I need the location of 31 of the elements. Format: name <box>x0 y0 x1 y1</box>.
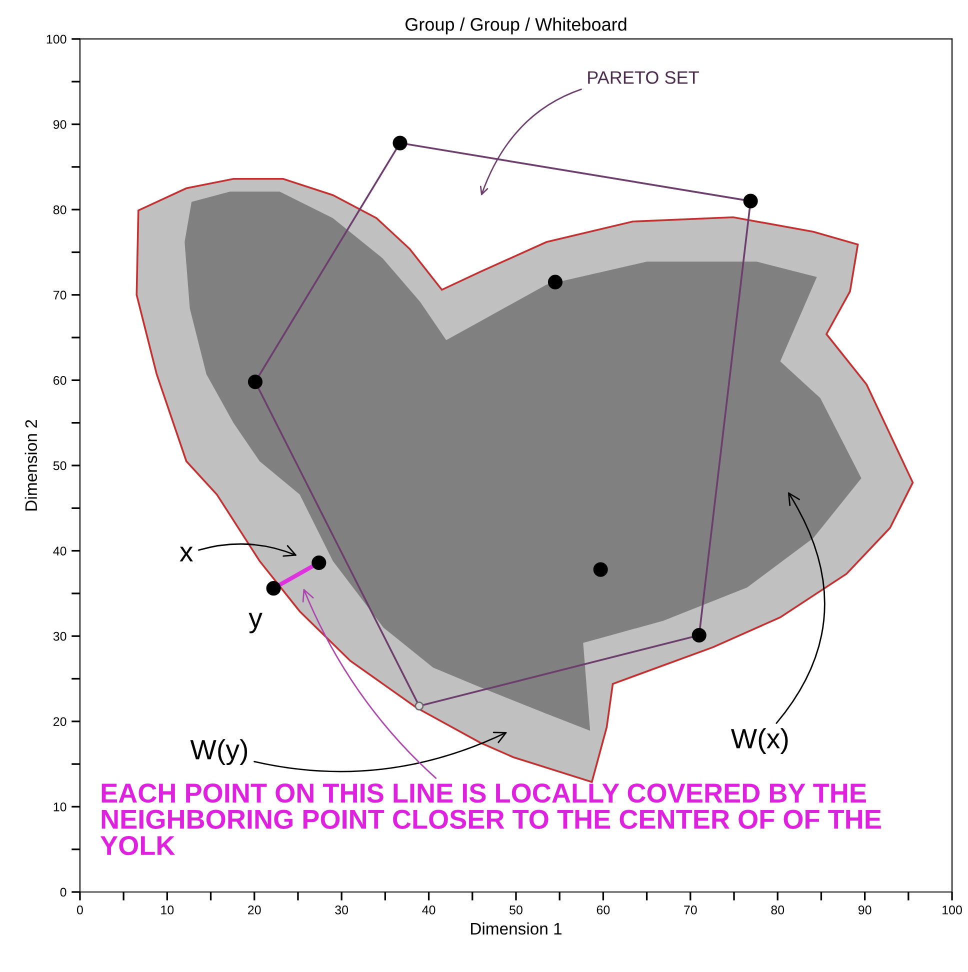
y-axis-title: Dimension 2 <box>24 420 38 510</box>
y-tick-label: 60 <box>53 376 66 385</box>
x-tick-label: 40 <box>422 906 436 914</box>
x-tick-label: 80 <box>771 906 784 914</box>
x-tick-label: 30 <box>335 906 348 914</box>
annotation: y <box>248 612 262 634</box>
x-tick-label: 70 <box>684 906 697 914</box>
y-tick-label: 80 <box>53 205 66 214</box>
y-tick-label: 40 <box>53 546 66 556</box>
x-tick-label: 60 <box>596 906 610 914</box>
y-tick-label: 30 <box>53 632 66 641</box>
y-tick-label: 50 <box>53 461 66 470</box>
x-tick-label: 50 <box>510 906 522 914</box>
y-tick-label: 100 <box>46 34 66 44</box>
annotation: EACH POINT ON THIS LINE IS LOCALLY COVERED BY THE NEIGHBORING POINT CLOSER TO THE CENTER OF OF THE YOLK <box>100 784 881 856</box>
y-tick-label: 90 <box>53 120 66 129</box>
annotation: PARETO SET <box>588 71 699 84</box>
x-tick-label: 0 <box>76 906 83 914</box>
y-tick-label: 20 <box>53 717 66 726</box>
x-tick-label: 90 <box>858 906 872 914</box>
y-tick-label: 0 <box>60 888 66 897</box>
y-tick-label: 10 <box>54 802 66 812</box>
annotation: x <box>180 546 193 562</box>
x-tick-label: 100 <box>942 906 962 914</box>
x-axis-title: Dimension 1 <box>471 922 562 935</box>
x-tick-label: 20 <box>248 906 261 914</box>
x-tick-label: 10 <box>161 906 174 914</box>
y-tick-label: 70 <box>54 290 66 300</box>
chart-title: Group / Group / Whiteboard <box>406 18 626 34</box>
annotation: W(x) <box>730 728 788 754</box>
annotation: W(y) <box>190 739 248 766</box>
